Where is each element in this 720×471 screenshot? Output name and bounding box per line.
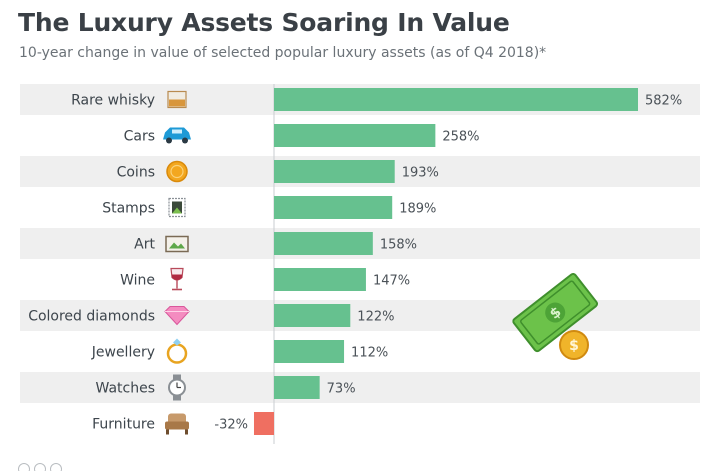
bar-stamps	[274, 196, 393, 219]
armchair-icon	[165, 413, 189, 435]
value-label: -32%	[214, 418, 248, 433]
bar-wine	[274, 268, 366, 291]
row-band	[20, 372, 700, 403]
bar-cars	[274, 124, 436, 147]
category-label: Cars	[124, 129, 155, 145]
money-illustration: $ $	[508, 268, 608, 367]
value-label: 258%	[442, 130, 479, 145]
value-label: 158%	[380, 238, 417, 253]
picture-frame-icon	[165, 235, 189, 253]
category-label: Coins	[117, 165, 155, 181]
footer-source	[18, 463, 618, 471]
category-label: Jewellery	[91, 345, 155, 361]
value-label: 122%	[357, 310, 394, 325]
category-label: Art	[134, 237, 155, 253]
chart-subtitle: 10-year change in value of selected popu…	[19, 45, 547, 61]
stamp-icon	[168, 197, 186, 218]
bar-colored-diamonds	[274, 304, 351, 327]
coin-icon	[166, 160, 188, 183]
bar-coins	[274, 160, 395, 183]
value-label: 189%	[399, 202, 436, 217]
nd-icon	[50, 463, 62, 471]
car-icon	[163, 127, 191, 144]
svg-text:$: $	[569, 338, 579, 354]
ring-icon	[166, 338, 188, 364]
by-icon	[34, 463, 46, 471]
category-label: Colored diamonds	[28, 309, 155, 325]
bar-furniture	[253, 412, 274, 435]
cc-icon	[18, 463, 30, 471]
bar-rare-whisky	[274, 88, 638, 111]
category-label: Watches	[96, 381, 156, 397]
value-label: 112%	[351, 346, 388, 361]
category-label: Furniture	[92, 417, 155, 433]
value-label: 147%	[373, 274, 410, 289]
category-label: Stamps	[102, 201, 155, 217]
wine-glass-icon	[170, 267, 184, 291]
value-label: 582%	[645, 94, 682, 109]
bar-jewellery	[274, 340, 345, 363]
category-label: Wine	[120, 273, 155, 289]
value-label: 73%	[327, 382, 356, 397]
category-label: Rare whisky	[71, 93, 155, 109]
bar-watches	[274, 376, 320, 399]
chart-title: The Luxury Assets Soaring In Value	[18, 8, 510, 37]
diamond-icon	[164, 306, 190, 326]
watch-icon	[168, 374, 186, 401]
bar-art	[274, 232, 373, 255]
whisky-glass-icon	[167, 90, 187, 109]
value-label: 193%	[402, 166, 439, 181]
